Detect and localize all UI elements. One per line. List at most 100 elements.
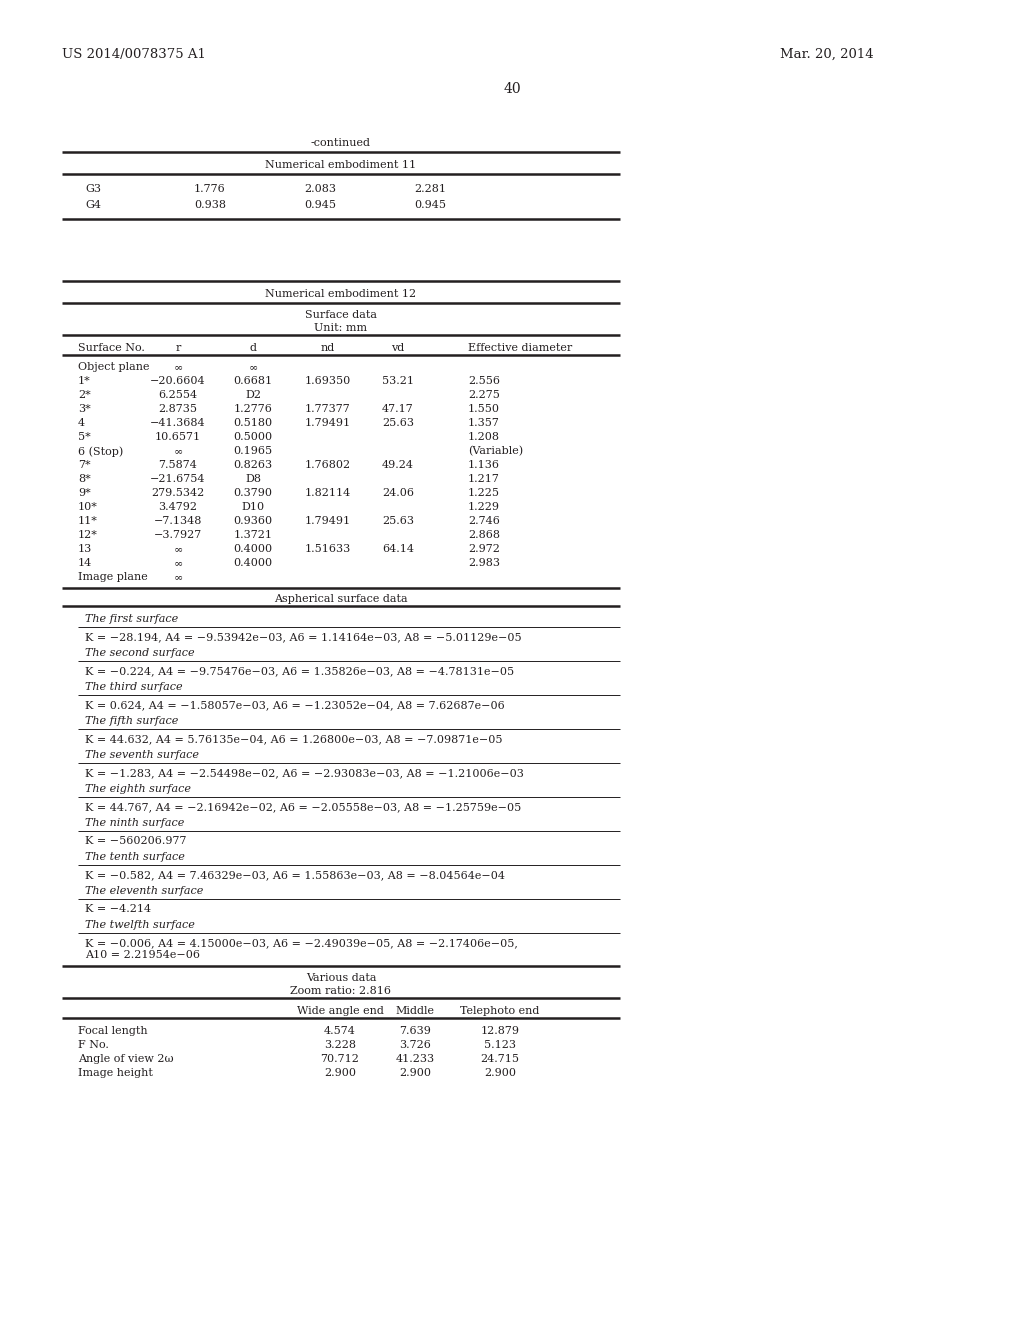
Text: Aspherical surface data: Aspherical surface data (274, 594, 408, 605)
Text: K = −0.582, A4 = 7.46329e−03, A6 = 1.55863e−03, A8 = −8.04564e−04: K = −0.582, A4 = 7.46329e−03, A6 = 1.558… (85, 870, 505, 880)
Text: 49.24: 49.24 (382, 459, 414, 470)
Text: The eighth surface: The eighth surface (85, 784, 191, 795)
Text: D2: D2 (245, 389, 261, 400)
Text: 0.1965: 0.1965 (233, 446, 272, 455)
Text: The first surface: The first surface (85, 614, 178, 624)
Text: 4.574: 4.574 (324, 1026, 356, 1036)
Text: 1.51633: 1.51633 (305, 544, 351, 554)
Text: Mar. 20, 2014: Mar. 20, 2014 (780, 48, 873, 61)
Text: 0.945: 0.945 (414, 201, 446, 210)
Text: 1.550: 1.550 (468, 404, 500, 414)
Text: D8: D8 (245, 474, 261, 484)
Text: 279.5342: 279.5342 (152, 488, 205, 498)
Text: 24.06: 24.06 (382, 488, 414, 498)
Text: K = −0.006, A4 = 4.15000e−03, A6 = −2.49039e−05, A8 = −2.17406e−05,: K = −0.006, A4 = 4.15000e−03, A6 = −2.49… (85, 939, 518, 948)
Text: 5*: 5* (78, 432, 91, 442)
Text: Numerical embodiment 12: Numerical embodiment 12 (265, 289, 417, 300)
Text: ∞: ∞ (173, 572, 182, 582)
Text: 3.228: 3.228 (324, 1040, 356, 1049)
Text: 40: 40 (503, 82, 521, 96)
Text: G3: G3 (85, 183, 101, 194)
Text: 0.4000: 0.4000 (233, 544, 272, 554)
Text: r: r (175, 343, 180, 352)
Text: 0.5180: 0.5180 (233, 418, 272, 428)
Text: 14: 14 (78, 558, 92, 568)
Text: Surface No.: Surface No. (78, 343, 144, 352)
Text: The third surface: The third surface (85, 682, 182, 692)
Text: nd: nd (321, 343, 335, 352)
Text: 1.217: 1.217 (468, 474, 500, 484)
Text: The tenth surface: The tenth surface (85, 851, 185, 862)
Text: 1.76802: 1.76802 (305, 459, 351, 470)
Text: 2.972: 2.972 (468, 544, 500, 554)
Text: 1.77377: 1.77377 (305, 404, 351, 414)
Text: K = −1.283, A4 = −2.54498e−02, A6 = −2.93083e−03, A8 = −1.21006e−03: K = −1.283, A4 = −2.54498e−02, A6 = −2.9… (85, 768, 524, 777)
Text: Telephoto end: Telephoto end (461, 1006, 540, 1016)
Text: 1.225: 1.225 (468, 488, 500, 498)
Text: 70.712: 70.712 (321, 1053, 359, 1064)
Text: 0.9360: 0.9360 (233, 516, 272, 525)
Text: -continued: -continued (311, 139, 371, 148)
Text: 1.136: 1.136 (468, 459, 500, 470)
Text: ∞: ∞ (249, 362, 258, 372)
Text: Wide angle end: Wide angle end (297, 1006, 383, 1016)
Text: −21.6754: −21.6754 (151, 474, 206, 484)
Text: 53.21: 53.21 (382, 376, 414, 385)
Text: 0.8263: 0.8263 (233, 459, 272, 470)
Text: 25.63: 25.63 (382, 516, 414, 525)
Text: 1.229: 1.229 (468, 502, 500, 512)
Text: 0.4000: 0.4000 (233, 558, 272, 568)
Text: 2*: 2* (78, 389, 91, 400)
Text: 2.8735: 2.8735 (159, 404, 198, 414)
Text: 2.275: 2.275 (468, 389, 500, 400)
Text: 0.3790: 0.3790 (233, 488, 272, 498)
Text: ∞: ∞ (173, 446, 182, 455)
Text: −7.1348: −7.1348 (154, 516, 202, 525)
Text: Surface data: Surface data (305, 310, 377, 319)
Text: 1.69350: 1.69350 (305, 376, 351, 385)
Text: 3*: 3* (78, 404, 91, 414)
Text: 2.083: 2.083 (304, 183, 336, 194)
Text: 1.2776: 1.2776 (233, 404, 272, 414)
Text: 1.79491: 1.79491 (305, 418, 351, 428)
Text: Zoom ratio: 2.816: Zoom ratio: 2.816 (291, 986, 391, 997)
Text: 3.4792: 3.4792 (159, 502, 198, 512)
Text: 5.123: 5.123 (484, 1040, 516, 1049)
Text: Numerical embodiment 11: Numerical embodiment 11 (265, 160, 417, 170)
Text: 0.6681: 0.6681 (233, 376, 272, 385)
Text: 1.357: 1.357 (468, 418, 500, 428)
Text: K = −4.214: K = −4.214 (85, 904, 152, 913)
Text: 25.63: 25.63 (382, 418, 414, 428)
Text: 11*: 11* (78, 516, 98, 525)
Text: Image height: Image height (78, 1068, 153, 1078)
Text: 8*: 8* (78, 474, 91, 484)
Text: (Variable): (Variable) (468, 446, 523, 457)
Text: 2.900: 2.900 (484, 1068, 516, 1078)
Text: 1.208: 1.208 (468, 432, 500, 442)
Text: 10.6571: 10.6571 (155, 432, 201, 442)
Text: The eleventh surface: The eleventh surface (85, 886, 204, 896)
Text: 1.79491: 1.79491 (305, 516, 351, 525)
Text: 2.983: 2.983 (468, 558, 500, 568)
Text: 2.868: 2.868 (468, 531, 500, 540)
Text: Focal length: Focal length (78, 1026, 147, 1036)
Text: Object plane: Object plane (78, 362, 150, 372)
Text: 2.746: 2.746 (468, 516, 500, 525)
Text: Angle of view 2ω: Angle of view 2ω (78, 1053, 174, 1064)
Text: d: d (250, 343, 256, 352)
Text: Effective diameter: Effective diameter (468, 343, 572, 352)
Text: 6.2554: 6.2554 (159, 389, 198, 400)
Text: 2.281: 2.281 (414, 183, 446, 194)
Text: 2.900: 2.900 (399, 1068, 431, 1078)
Text: 7*: 7* (78, 459, 91, 470)
Text: 2.556: 2.556 (468, 376, 500, 385)
Text: ∞: ∞ (173, 362, 182, 372)
Text: −41.3684: −41.3684 (151, 418, 206, 428)
Text: ∞: ∞ (173, 544, 182, 554)
Text: K = 44.767, A4 = −2.16942e−02, A6 = −2.05558e−03, A8 = −1.25759e−05: K = 44.767, A4 = −2.16942e−02, A6 = −2.0… (85, 803, 521, 812)
Text: Image plane: Image plane (78, 572, 147, 582)
Text: 7.639: 7.639 (399, 1026, 431, 1036)
Text: 10*: 10* (78, 502, 98, 512)
Text: 6 (Stop): 6 (Stop) (78, 446, 123, 457)
Text: 47.17: 47.17 (382, 404, 414, 414)
